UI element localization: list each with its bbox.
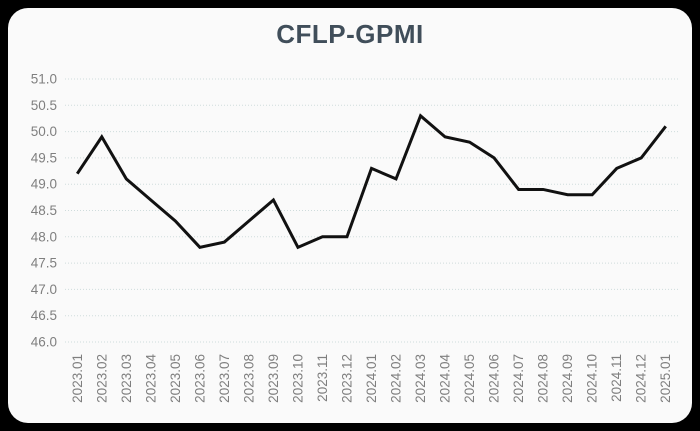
y-tick-label: 50.0 (31, 124, 57, 139)
x-tick-label: 2023.04 (143, 354, 158, 403)
x-tick-label: 2023.08 (241, 354, 256, 403)
x-tick-label: 2024.02 (389, 354, 404, 403)
y-tick-label: 46.0 (31, 335, 57, 350)
x-tick-label: 2023.07 (217, 354, 232, 403)
chart-title: CFLP-GPMI (276, 19, 424, 49)
line-chart: 51.0 50.5 50.0 49.5 49.0 48.5 48.0 47.5 47.0 46.5… (31, 72, 678, 403)
y-tick-label: 46.5 (31, 308, 57, 323)
y-tick-label: 51.0 (31, 72, 57, 87)
x-tick-label: 2024.03 (413, 354, 428, 403)
x-tick-label: 2024.12 (634, 354, 649, 403)
y-tick-label: 48.0 (31, 229, 57, 244)
x-tick-label: 2023.12 (339, 354, 354, 403)
x-tick-label: 2023.11 (315, 354, 330, 402)
x-tick-label: 2023.05 (168, 354, 183, 403)
x-tick-label: 2024.01 (364, 354, 379, 403)
x-tick-label: 2024.06 (487, 354, 502, 403)
y-tick-label: 47.5 (31, 256, 57, 271)
x-tick-label: 2023.03 (119, 354, 134, 403)
x-tick-label: 2024.04 (438, 354, 453, 403)
x-tick-label: 2023.10 (290, 354, 305, 403)
x-tick-label: 2024.09 (560, 354, 575, 403)
x-tick-label: 2024.05 (462, 354, 477, 403)
x-tick-label: 2023.06 (192, 354, 207, 403)
x-tick-label: 2025.01 (658, 354, 673, 403)
x-tick-label: 2024.08 (536, 354, 551, 403)
chart-card: CFLP-GPMI 51.0 50.5 50.0 49.5 49.0 48.5 48.0 47… (8, 8, 692, 423)
y-tick-label: 49.0 (31, 177, 57, 192)
x-tick-label: 2024.11 (609, 354, 624, 402)
x-tick-label: 2023.09 (266, 354, 281, 403)
y-tick-label: 49.5 (31, 150, 57, 165)
x-tick-label: 2023.01 (70, 354, 85, 403)
x-tick-label: 2024.07 (511, 354, 526, 403)
y-tick-label: 50.5 (31, 98, 57, 113)
y-tick-label: 47.0 (31, 282, 57, 297)
x-tick-label: 2024.10 (585, 354, 600, 403)
pmi-data-line (76, 113, 667, 250)
y-tick-label: 48.5 (31, 203, 57, 218)
x-tick-label: 2023.02 (94, 354, 109, 403)
